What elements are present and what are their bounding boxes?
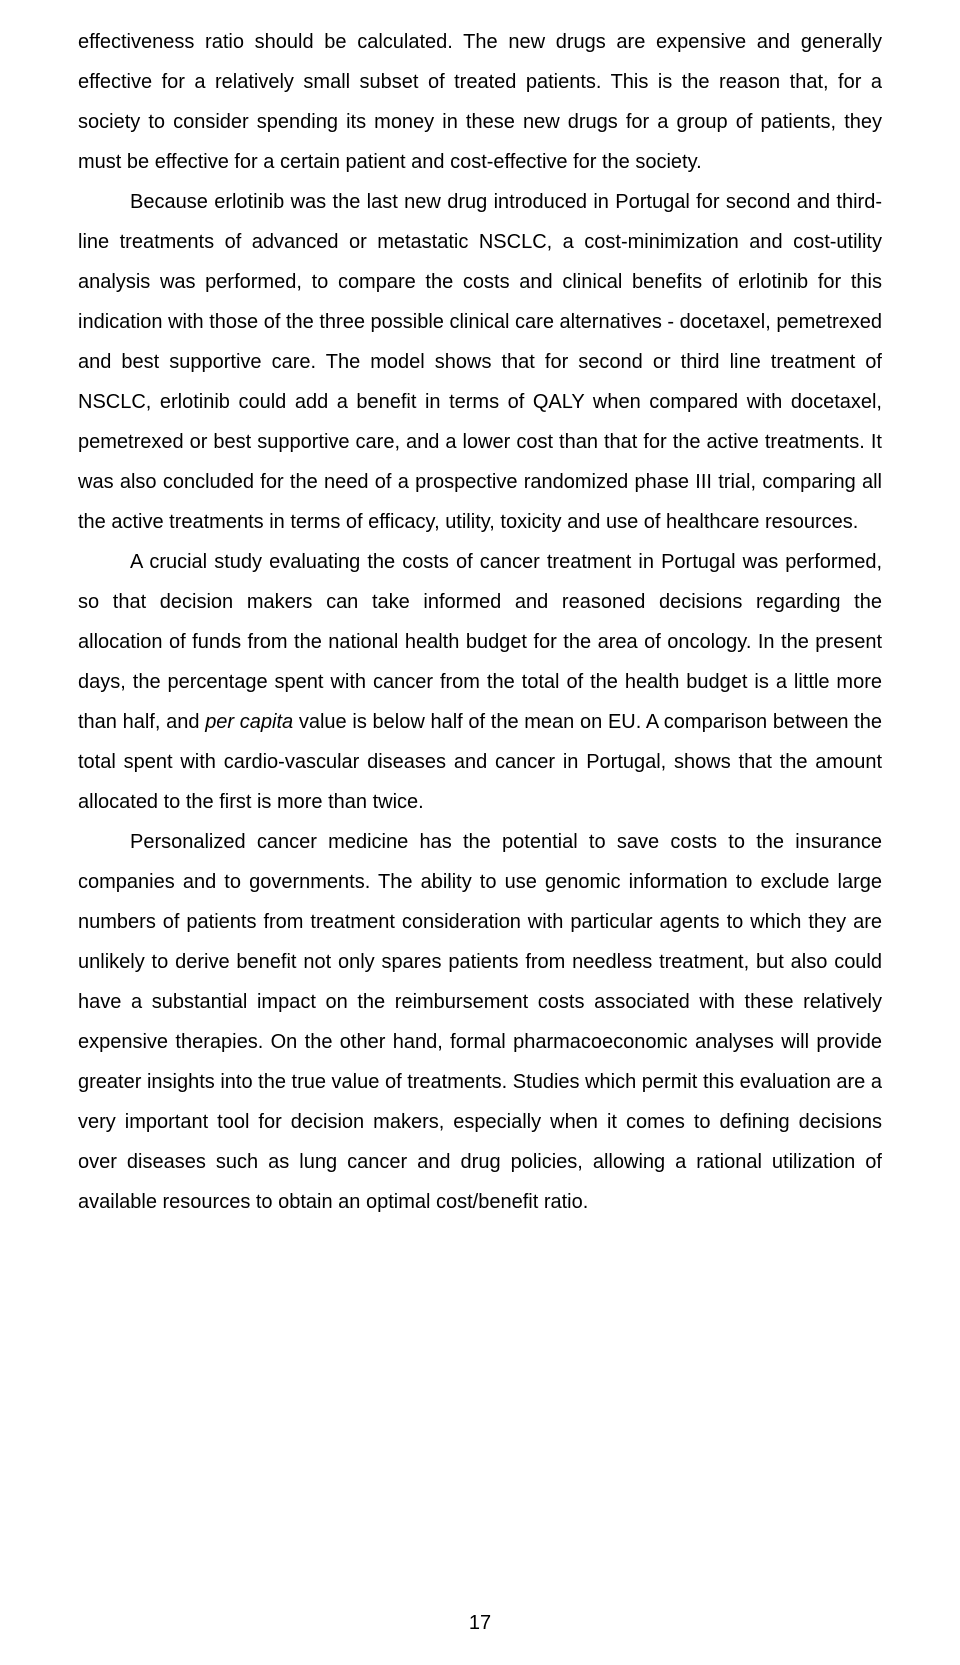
document-page: effectiveness ratio should be calculated… [0,0,960,1665]
body-text-container: effectiveness ratio should be calculated… [78,22,882,1222]
paragraph-1: effectiveness ratio should be calculated… [78,22,882,182]
paragraph-2: Because erlotinib was the last new drug … [78,182,882,542]
italic-per-capita: per capita [205,711,293,733]
paragraph-3-part-a: A crucial study evaluating the costs of … [78,551,882,733]
paragraph-4: Personalized cancer medicine has the pot… [78,822,882,1222]
paragraph-3: A crucial study evaluating the costs of … [78,542,882,822]
page-number: 17 [0,1612,960,1635]
